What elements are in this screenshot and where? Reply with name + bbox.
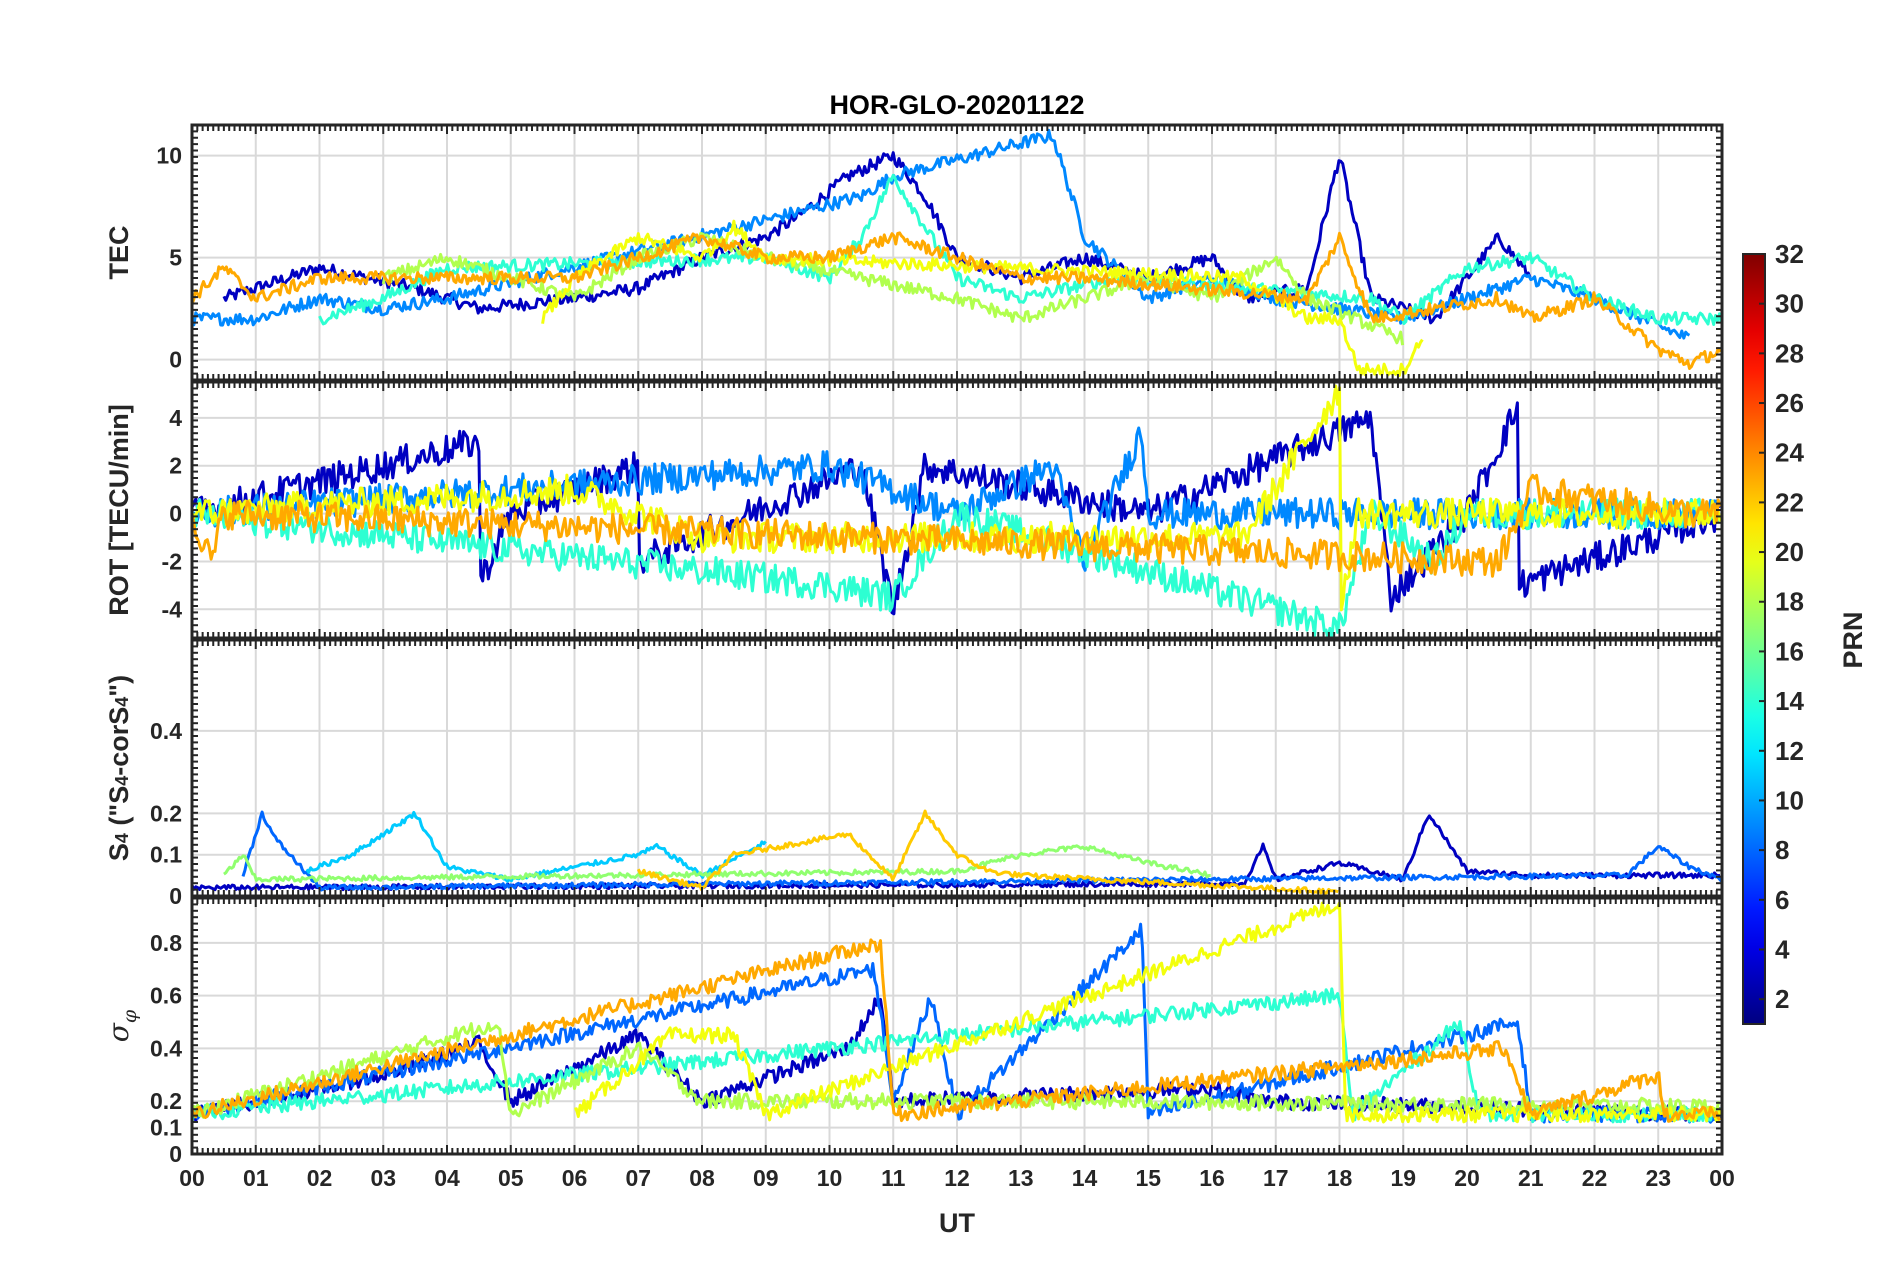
x-tick-label: 01 [243, 1165, 269, 1191]
x-tick-label: 09 [753, 1165, 779, 1191]
x-tick-label: 11 [881, 1165, 906, 1191]
panel-rot: -4 -2 0 2 4 ROT [TECU/min] [104, 380, 1724, 640]
panel-s4-ticks [191, 639, 1723, 897]
colorbar-tick-label: 6 [1775, 885, 1789, 915]
y-axis-label-rot: ROT [TECU/min] [104, 404, 134, 615]
colorbar-tick-label: 28 [1775, 338, 1804, 368]
x-tick-label: 06 [562, 1165, 588, 1191]
colorbar-label: PRN [1838, 611, 1868, 668]
panel-rot-series [192, 384, 1722, 638]
colorbar-tick-label: 30 [1775, 289, 1804, 319]
y-tick-label: 4 [169, 405, 182, 431]
colorbar-tick-label: 26 [1775, 388, 1804, 418]
x-tick-label: 23 [1645, 1165, 1671, 1191]
x-tick-label: 10 [817, 1165, 843, 1191]
chart-title: HOR-GLO-20201122 [829, 90, 1084, 120]
panel-s4: 0 0.1 0.2 0.4 S4 ("S4-corS4") [104, 638, 1724, 909]
x-tick-label: 18 [1327, 1165, 1353, 1191]
colorbar-tick-label: 10 [1775, 785, 1804, 815]
x-tick-label: 19 [1390, 1165, 1416, 1191]
series-prn-23 [192, 473, 1722, 578]
panel-tec-ticks [191, 124, 1723, 381]
panel-sigma-ticks [191, 897, 1723, 1155]
x-tick-label: 00 [179, 1165, 205, 1191]
series-prn-8 [241, 810, 1722, 892]
panel-tec: 0 5 10 TEC [104, 123, 1724, 382]
y-tick-label: 0.4 [150, 718, 182, 744]
x-tick-label: 07 [625, 1165, 651, 1191]
x-tick-label: 00 [1709, 1165, 1735, 1191]
y-axis-label-s4: S4 ("S4-corS4") [104, 675, 134, 861]
y-tick-label: 0 [169, 501, 182, 527]
panel-rot-ticks [191, 381, 1723, 639]
y-tick-label: 0 [169, 347, 182, 373]
x-tick-label: 03 [370, 1165, 396, 1191]
x-tick-label: 13 [1008, 1165, 1034, 1191]
x-tick-label: 17 [1263, 1165, 1289, 1191]
series-prn-18 [192, 1021, 1721, 1119]
y-tick-label: 0.6 [150, 983, 182, 1009]
y-axis-label-tec: TEC [104, 226, 134, 280]
y-tick-label: 0.2 [150, 1088, 182, 1114]
x-axis-label: UT [939, 1208, 975, 1238]
series-prn-20 [574, 901, 1722, 1124]
x-tick-label: 08 [689, 1165, 715, 1191]
colorbar-tick-label: 8 [1775, 835, 1789, 865]
y-tick-label: 0.8 [150, 930, 182, 956]
colorbar-tick-label: 22 [1775, 487, 1804, 517]
y-tick-label: 0.4 [150, 1035, 182, 1061]
colorbar-tick-label: 24 [1775, 438, 1804, 468]
x-tick-labels: 00 01 02 03 04 05 06 07 08 09 10 11 12 13 14 15 16 17 18 19… [179, 1165, 1735, 1191]
y-tick-label: 0.1 [150, 1115, 182, 1141]
x-tick-label: 15 [1135, 1165, 1161, 1191]
series-prn-18 [381, 232, 1405, 346]
panel-sigma-series [192, 901, 1722, 1124]
y-tick-label: 2 [169, 453, 182, 479]
y-tick-label: 10 [156, 143, 182, 169]
y-tick-label: -4 [162, 596, 183, 622]
series-prn-14 [192, 987, 1722, 1124]
x-tick-label: 14 [1072, 1165, 1098, 1191]
y-tick-label: 0 [169, 883, 182, 909]
x-tick-label: 02 [307, 1165, 333, 1191]
x-tick-label: 16 [1199, 1165, 1225, 1191]
x-tick-label: 22 [1582, 1165, 1608, 1191]
colorbar-tick-label: 18 [1775, 587, 1804, 617]
colorbar-gradient [1742, 253, 1766, 1025]
y-tick-label: 0 [169, 1141, 182, 1167]
series-prn-23 [192, 938, 1722, 1123]
y-axis-label-sigma: σφ [102, 1009, 141, 1042]
x-tick-label: 05 [498, 1165, 524, 1191]
panel-sigma: 00.10.2 0.4 0.6 0.8 σφ [102, 896, 1724, 1167]
series-prn-23 [192, 231, 1722, 370]
y-tick-label: 0.1 [150, 842, 182, 868]
x-tick-label: 12 [944, 1165, 970, 1191]
x-tick-label: 21 [1518, 1165, 1544, 1191]
x-tick-label: 20 [1454, 1165, 1480, 1191]
colorbar-tick-label: 4 [1775, 934, 1790, 964]
colorbar-tick-label: 2 [1775, 984, 1789, 1014]
colorbar-tick-label: 20 [1775, 537, 1804, 567]
colorbar-tick-label: 32 [1775, 239, 1804, 269]
series-prn-14 [318, 173, 1722, 326]
series-prn-22 [636, 809, 1339, 896]
series-prn-9 [192, 128, 1691, 340]
y-tick-label: 5 [169, 245, 182, 271]
colorbar-tick-label: 14 [1775, 686, 1804, 716]
colorbar-tick-label: 16 [1775, 636, 1804, 666]
x-tick-label: 04 [434, 1165, 460, 1191]
y-tick-label: -2 [162, 548, 182, 574]
colorbar-tick-label: 12 [1775, 736, 1804, 766]
panel-tec-series [192, 128, 1722, 377]
y-tick-label: 0.2 [150, 800, 182, 826]
